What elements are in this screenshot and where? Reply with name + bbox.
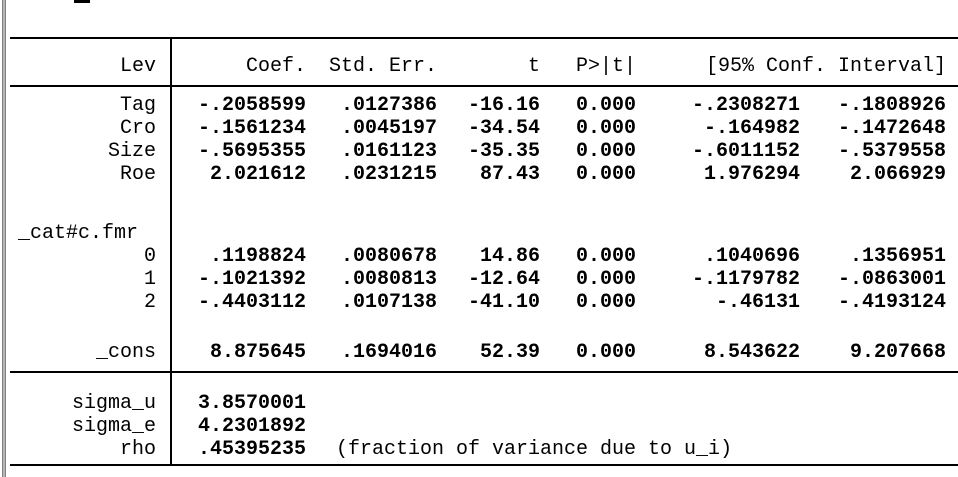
p-cell: 0.000 — [575, 117, 636, 140]
row-label: Roe — [119, 163, 156, 186]
coefficient-rows: Tag -.2058599 .0127386 -16.16 0.000 -.2308271… — [10, 94, 946, 364]
coef-cell: 2.021612 — [209, 163, 306, 186]
std-err-cell: .0045197 — [340, 117, 437, 140]
coef-cell: 8.875645 — [209, 341, 306, 364]
p-cell: 0.000 — [575, 341, 636, 364]
std-err-cell: .0231215 — [340, 163, 437, 186]
table-row: Size -.5695355 .0161123 -35.35 0.000 -.601115… — [10, 140, 946, 163]
conf-high-cell: 9.207668 — [849, 341, 946, 364]
label-column-separator — [170, 37, 172, 466]
sigma-row: sigma_u 3.8570001 — [10, 392, 946, 415]
t-cell: -16.16 — [467, 94, 540, 117]
conf-low-cell: 1.976294 — [703, 163, 800, 186]
t-cell: 14.86 — [479, 245, 540, 268]
table-row: _cat#c.fmr — [10, 222, 946, 245]
col-header-t: t — [527, 55, 540, 78]
p-cell: 0.000 — [575, 94, 636, 117]
header-bottom-rule — [10, 85, 958, 87]
row-label: 0 — [143, 245, 156, 268]
p-cell: 0.000 — [575, 291, 636, 314]
t-cell: -41.10 — [467, 291, 540, 314]
table-row: 2 -.4403112 .0107138 -41.10 0.000 -.46131 -.41… — [10, 291, 946, 314]
col-header-lev: Lev — [119, 55, 156, 78]
row-label: Size — [107, 140, 156, 163]
table-row: _cons 8.875645 .1694016 52.39 0.000 8.543622 9… — [10, 341, 946, 364]
sigma-row: sigma_e 4.2301892 — [10, 415, 946, 438]
row-label: 2 — [143, 291, 156, 314]
std-err-cell: .0107138 — [340, 291, 437, 314]
table-row — [10, 314, 946, 341]
col-header-std-err: Std. Err. — [328, 55, 437, 78]
t-cell: 52.39 — [479, 341, 540, 364]
header-row: Lev Coef. Std. Err. t P>|t| [95% Conf. I… — [10, 55, 946, 78]
table-row: Cro -.1561234 .0045197 -34.54 0.000 -.164982 -… — [10, 117, 946, 140]
conf-high-cell: -.0863001 — [837, 268, 946, 291]
conf-high-cell: 2.066929 — [849, 163, 946, 186]
conf-low-cell: -.164982 — [703, 117, 800, 140]
conf-low-cell: .1040696 — [703, 245, 800, 268]
table-row: Roe 2.021612 .0231215 87.43 0.000 1.976294 2.0… — [10, 163, 946, 186]
row-label: rho — [119, 438, 156, 461]
row-label: 1 — [143, 268, 156, 291]
std-err-cell: .0127386 — [340, 94, 437, 117]
std-err-cell: .0080813 — [340, 268, 437, 291]
table-row — [10, 186, 946, 222]
coef-cell: -.2058599 — [197, 94, 306, 117]
conf-high-cell: -.1808926 — [837, 94, 946, 117]
sigma-value-cell: 4.2301892 — [197, 415, 306, 438]
table-row: 1 -.1021392 .0080813 -12.64 0.000 -.1179782 -.… — [10, 268, 946, 291]
conf-low-cell: -.46131 — [715, 291, 800, 314]
std-err-cell: .0161123 — [340, 140, 437, 163]
std-err-cell: .1694016 — [340, 341, 437, 364]
conf-high-cell: -.1472648 — [837, 117, 946, 140]
rho-note: (fraction of variance due to u_i) — [336, 438, 733, 461]
cons-bottom-rule — [10, 371, 958, 373]
conf-low-cell: -.1179782 — [691, 268, 800, 291]
window-left-edge — [2, 0, 6, 477]
cropped-text-fragment — [74, 0, 90, 3]
conf-high-cell: .1356951 — [849, 245, 946, 268]
group-label: _cat#c.fmr — [18, 222, 139, 245]
col-header-p: P>|t| — [575, 55, 636, 78]
coef-cell: -.4403112 — [197, 291, 306, 314]
row-label: sigma_e — [71, 415, 156, 438]
table-top-rule — [10, 37, 958, 39]
conf-high-cell: -.5379558 — [837, 140, 946, 163]
sigma-row: rho .45395235 (fraction of variance due to… — [10, 438, 946, 461]
conf-high-cell: -.4193124 — [837, 291, 946, 314]
row-label: _cons — [95, 341, 156, 364]
col-header-conf-interval: [95% Conf. Interval] — [705, 55, 946, 78]
table-row: 0 .1198824 .0080678 14.86 0.000 .1040696 .1356… — [10, 245, 946, 268]
p-cell: 0.000 — [575, 245, 636, 268]
t-cell: -12.64 — [467, 268, 540, 291]
t-cell: -35.35 — [467, 140, 540, 163]
col-header-coef: Coef. — [245, 55, 306, 78]
row-label: sigma_u — [71, 392, 156, 415]
sigma-rows: sigma_u 3.8570001 sigma_e 4.2301892 rho .4539… — [10, 392, 946, 461]
coef-cell: -.5695355 — [197, 140, 306, 163]
sigma-value-cell: 3.8570001 — [197, 392, 306, 415]
t-cell: -34.54 — [467, 117, 540, 140]
std-err-cell: .0080678 — [340, 245, 437, 268]
coef-cell: -.1561234 — [197, 117, 306, 140]
sigma-value-cell: .45395235 — [197, 438, 306, 461]
table-bottom-rule — [10, 464, 958, 466]
p-cell: 0.000 — [575, 268, 636, 291]
conf-low-cell: -.6011152 — [691, 140, 800, 163]
t-cell: 87.43 — [479, 163, 540, 186]
row-label: Cro — [119, 117, 156, 140]
p-cell: 0.000 — [575, 140, 636, 163]
conf-low-cell: -.2308271 — [691, 94, 800, 117]
p-cell: 0.000 — [575, 163, 636, 186]
coef-cell: -.1021392 — [197, 268, 306, 291]
conf-low-cell: 8.543622 — [703, 341, 800, 364]
table-row: Tag -.2058599 .0127386 -16.16 0.000 -.2308271… — [10, 94, 946, 117]
coef-cell: .1198824 — [209, 245, 306, 268]
row-label: Tag — [119, 94, 156, 117]
